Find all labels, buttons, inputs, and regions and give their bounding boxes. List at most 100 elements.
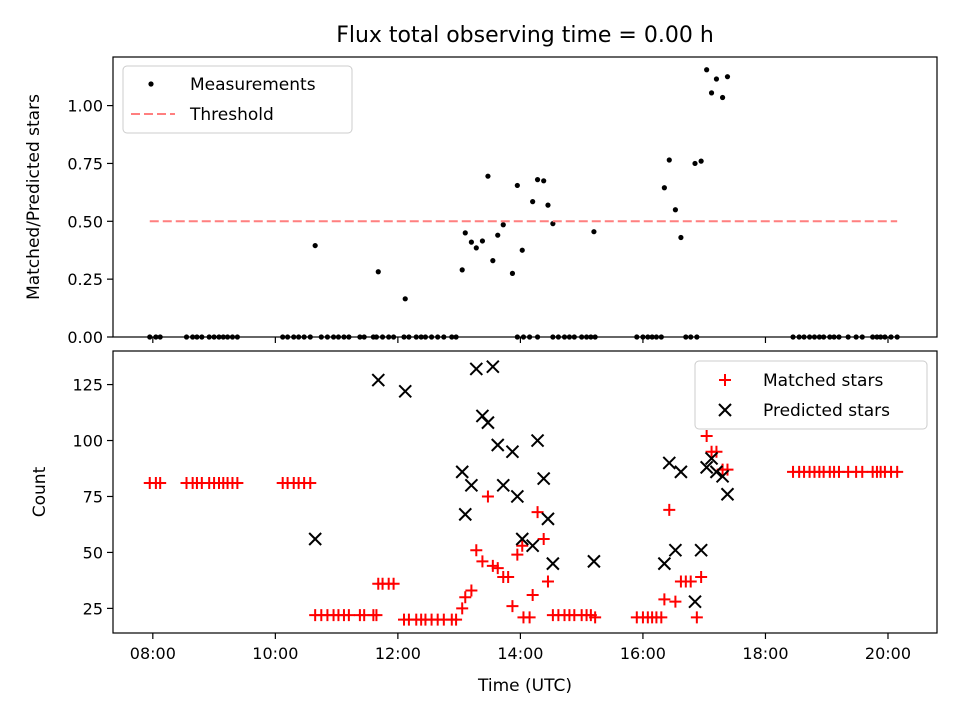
bottom-plot-frame — [112, 350, 938, 634]
predicted-star-point — [688, 594, 702, 609]
predicted-star-point — [694, 543, 708, 557]
top-panel: 0.00 0.25 0.50 0.75 1.00 Matched/Predicted s… — [24, 56, 938, 347]
bottom-x-ticks: 08:00 10:00 12:00 14:00 16:00 18:00 20:00 — [130, 633, 911, 663]
predicted-star-point — [491, 438, 505, 452]
bottom-x-tick-label: 14:00 — [497, 644, 543, 663]
bottom-y-tick-label: 100 — [72, 432, 103, 451]
predicted-star-point — [704, 451, 719, 466]
bottom-y-axis-label: Count — [30, 466, 50, 517]
measurement-point — [708, 90, 715, 96]
predicted-star-point — [536, 471, 551, 486]
matched-star-point — [655, 611, 668, 624]
matched-star-point — [710, 445, 723, 458]
legend-measurements-marker — [148, 81, 154, 87]
measurement-point — [704, 67, 710, 73]
bottom-x-tick-label: 18:00 — [742, 644, 788, 663]
matched-star-point — [531, 506, 544, 519]
measurement-point — [698, 158, 704, 164]
matched-star-point — [476, 555, 489, 568]
matched-star-point — [370, 609, 383, 622]
matched-star-point — [589, 611, 602, 624]
measurement-point — [479, 238, 486, 244]
predicted-star-point — [486, 359, 500, 374]
top-plot-frame — [112, 56, 938, 338]
bottom-x-tick-label: 16:00 — [620, 644, 666, 663]
measurement-point — [402, 296, 408, 302]
legend-matched-marker — [719, 374, 731, 386]
predicted-star-point — [715, 469, 730, 484]
bottom-y-tick-label: 25 — [83, 599, 103, 618]
measurement-point — [468, 239, 474, 245]
predicted-star-point — [530, 433, 545, 448]
measurement-point — [509, 270, 516, 276]
top-y-axis-label: Matched/Predicted stars — [24, 94, 44, 300]
top-plot-marks — [147, 67, 900, 340]
top-y-tick-label: 1.00 — [67, 97, 103, 116]
measurement-point — [495, 232, 501, 238]
measurement-point — [591, 229, 597, 235]
matched-star-point — [342, 609, 355, 622]
matched-star-point — [523, 611, 536, 624]
predicted-star-point — [510, 489, 525, 504]
measurement-point — [459, 267, 465, 273]
measurement-point — [519, 247, 525, 253]
predicted-star-point — [525, 539, 540, 553]
matched-star-point — [690, 611, 703, 624]
bottom-x-tick-label: 20:00 — [865, 644, 911, 663]
measurement-point — [713, 76, 720, 82]
matched-star-point — [537, 533, 550, 545]
measurement-point — [514, 182, 520, 189]
measurement-point — [473, 245, 479, 251]
matched-star-point — [450, 613, 463, 626]
top-legend: Measurements Threshold — [122, 65, 353, 134]
matched-star-point — [481, 490, 494, 503]
matched-star-point — [231, 477, 244, 490]
measurement-point — [462, 230, 468, 236]
legend-measurements-label: Measurements — [190, 75, 316, 95]
matched-star-point — [516, 539, 529, 552]
matched-star-point — [721, 463, 734, 476]
matched-star-point — [154, 477, 167, 490]
bottom-plot-marks — [143, 359, 904, 626]
top-y-tick-label: 0.50 — [67, 212, 103, 231]
matched-star-point — [304, 477, 317, 490]
top-y-tick-label: 0.75 — [67, 154, 103, 173]
measurement-point — [375, 269, 381, 275]
measurement-point — [545, 202, 551, 208]
bottom-x-tick-label: 12:00 — [375, 644, 421, 663]
predicted-star-point — [662, 456, 676, 470]
bottom-y-tick-label: 50 — [83, 543, 103, 562]
x-axis-label: Time (UTC) — [477, 676, 572, 696]
matched-star-point — [456, 602, 469, 615]
bottom-y-tick-label: 75 — [83, 487, 103, 506]
predicted-star-point — [674, 465, 688, 479]
predicted-star-point — [398, 384, 412, 398]
measurement-point — [678, 234, 684, 241]
legend-threshold-label: Threshold — [189, 105, 274, 125]
matched-star-point — [506, 600, 519, 613]
legend-predicted-marker — [718, 403, 732, 417]
predicted-star-point — [720, 487, 735, 501]
matched-star-point — [658, 593, 671, 606]
predicted-star-point — [709, 465, 724, 479]
matched-star-point — [502, 571, 515, 584]
matched-star-point — [541, 575, 554, 588]
predicted-star-point — [481, 415, 495, 430]
top-y-tick-label: 0.00 — [67, 328, 103, 347]
matched-star-point — [695, 571, 708, 584]
measurement-point — [485, 173, 491, 179]
measurement-point — [672, 207, 679, 213]
predicted-star-point — [541, 512, 555, 526]
predicted-star-point — [505, 445, 520, 459]
matched-star-point — [470, 544, 483, 557]
matched-star-point — [465, 584, 478, 597]
top-y-tick-label: 0.25 — [67, 270, 103, 289]
predicted-star-point — [371, 373, 385, 387]
matched-star-point — [669, 595, 682, 608]
legend-predicted-label: Predicted stars — [763, 401, 890, 421]
bottom-x-tick-label: 08:00 — [130, 644, 176, 663]
bottom-x-tick-label: 10:00 — [252, 644, 298, 663]
measurement-point — [534, 177, 541, 183]
measurement-point — [666, 157, 672, 163]
